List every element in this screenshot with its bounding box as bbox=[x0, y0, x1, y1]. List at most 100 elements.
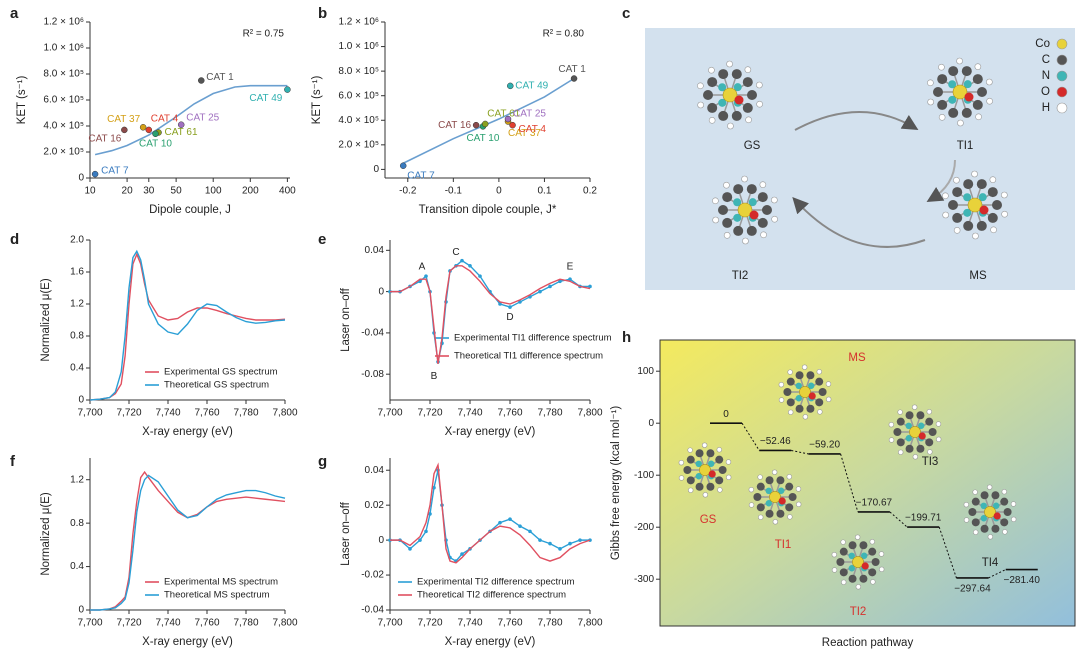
x-tick-label: 50 bbox=[171, 186, 183, 197]
connector bbox=[741, 422, 760, 451]
atom bbox=[1001, 210, 1008, 218]
point-label: CAT 1 bbox=[558, 64, 586, 75]
atom bbox=[869, 539, 875, 545]
atom bbox=[912, 454, 919, 460]
atom bbox=[756, 482, 765, 491]
x-axis-label: X-ray energy (eV) bbox=[142, 636, 233, 648]
atom bbox=[765, 487, 772, 495]
atom bbox=[748, 502, 755, 508]
atom bbox=[888, 437, 895, 443]
atom bbox=[715, 476, 724, 485]
x-tick-label: 7,720 bbox=[116, 408, 141, 419]
atom bbox=[927, 449, 933, 455]
x-tick-label: 7,740 bbox=[155, 408, 180, 419]
atom bbox=[1010, 501, 1017, 507]
marker bbox=[538, 538, 542, 542]
atom bbox=[948, 80, 957, 89]
atom bbox=[706, 482, 715, 491]
legend-label: Theoretical MS spectrum bbox=[164, 590, 270, 601]
annotation: B bbox=[431, 371, 438, 382]
atom bbox=[952, 84, 968, 100]
atom bbox=[776, 509, 785, 518]
atom bbox=[986, 484, 993, 490]
atom bbox=[783, 388, 792, 396]
y-tick-label: 0 bbox=[78, 395, 84, 406]
y-axis-label: Laser on–off bbox=[340, 501, 352, 566]
atom bbox=[871, 558, 880, 566]
marker bbox=[548, 284, 552, 289]
atom bbox=[972, 74, 983, 85]
y-tick-label: 0 bbox=[373, 164, 379, 175]
value-label: 0 bbox=[723, 409, 729, 420]
atom bbox=[972, 489, 978, 495]
point-label: CAT 10 bbox=[139, 138, 172, 149]
atom bbox=[905, 411, 914, 420]
atom bbox=[733, 225, 744, 236]
annotation: A bbox=[419, 261, 426, 272]
atom bbox=[756, 100, 763, 108]
atom bbox=[898, 449, 904, 455]
atom bbox=[683, 466, 692, 474]
point bbox=[504, 115, 512, 123]
marker bbox=[424, 529, 428, 534]
y-tick-label: -0.08 bbox=[361, 369, 384, 380]
element-label: N bbox=[1042, 70, 1050, 82]
atom bbox=[861, 562, 869, 570]
atom bbox=[795, 404, 804, 413]
y-axis-label: Normalized μ(E) bbox=[40, 492, 52, 575]
atom bbox=[957, 119, 964, 127]
marker bbox=[558, 279, 562, 284]
atom bbox=[992, 502, 1000, 509]
y-tick-label: 4.0 × 10⁵ bbox=[43, 121, 84, 132]
annotation: C bbox=[452, 247, 459, 258]
structure-label: MS bbox=[848, 352, 866, 364]
fit-line bbox=[94, 84, 288, 156]
panel-label: h bbox=[622, 329, 631, 346]
atom bbox=[795, 501, 802, 508]
y-tick-label: 0.02 bbox=[365, 500, 385, 511]
x-tick-label: 7,720 bbox=[417, 408, 442, 419]
atom bbox=[695, 460, 702, 468]
atom bbox=[717, 487, 723, 493]
y-tick-label: 100 bbox=[637, 366, 654, 377]
atom bbox=[937, 74, 948, 85]
atom bbox=[723, 232, 731, 239]
atom bbox=[868, 547, 877, 556]
atom bbox=[963, 220, 974, 231]
marker bbox=[578, 538, 582, 542]
x-tick-label: -0.1 bbox=[445, 186, 463, 197]
y-tick-label: 0 bbox=[378, 286, 384, 297]
atom bbox=[718, 98, 727, 107]
atom bbox=[708, 66, 715, 74]
atom bbox=[753, 493, 762, 501]
atom bbox=[905, 422, 912, 430]
atom bbox=[786, 474, 792, 480]
x-tick-label: 7,720 bbox=[116, 618, 141, 629]
series-line bbox=[89, 249, 286, 401]
atom bbox=[725, 459, 732, 465]
atom bbox=[859, 574, 868, 583]
marker bbox=[468, 264, 472, 268]
legend-label: Theoretical GS spectrum bbox=[164, 380, 269, 391]
element-label: O bbox=[1041, 86, 1050, 98]
atom bbox=[971, 518, 980, 527]
marker bbox=[508, 517, 512, 521]
point bbox=[121, 126, 128, 134]
atom bbox=[935, 421, 942, 427]
point-label: CAT 7 bbox=[407, 170, 435, 181]
atom bbox=[928, 428, 937, 436]
atom bbox=[963, 208, 972, 217]
y-axis-label: Gibbs free energy (kcal mol⁻¹) bbox=[610, 406, 622, 561]
arrow bbox=[926, 159, 956, 203]
atom bbox=[746, 225, 757, 236]
atom bbox=[707, 102, 718, 113]
atom bbox=[964, 92, 974, 102]
series-line bbox=[90, 474, 286, 611]
atom bbox=[992, 200, 1002, 210]
atom bbox=[980, 515, 988, 522]
structure-label: TI3 bbox=[922, 456, 939, 468]
legend-label: Experimental GS spectrum bbox=[164, 367, 278, 378]
atom bbox=[722, 192, 733, 203]
atom bbox=[953, 227, 961, 234]
atom bbox=[725, 474, 732, 481]
